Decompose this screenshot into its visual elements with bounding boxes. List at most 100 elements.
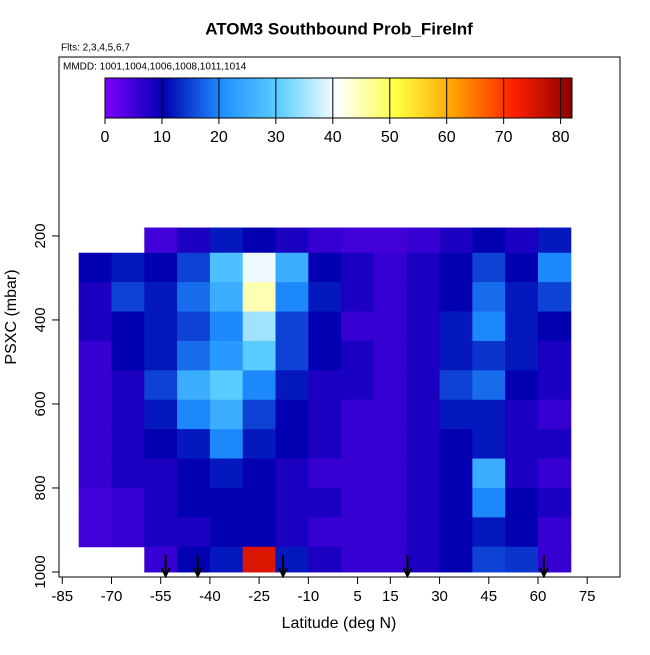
heat-cell: [373, 546, 408, 573]
heat-cell: [505, 227, 539, 254]
heat-cell: [308, 458, 342, 489]
heat-cell: [341, 458, 375, 489]
heat-cell: [341, 282, 375, 313]
annotation: MMDD: 1001,1004,1006,1008,1011,1014: [63, 62, 247, 73]
heat-cell: [177, 252, 211, 283]
heat-cell: [439, 517, 473, 548]
x-tick-label: 15: [382, 588, 399, 605]
heat-cell: [373, 340, 408, 371]
x-tick-label: -85: [51, 588, 73, 605]
heat-cell: [177, 227, 211, 254]
heat-cell: [439, 370, 473, 401]
marker-arrowhead: [538, 567, 549, 579]
heat-cell: [242, 517, 277, 548]
heat-cell: [472, 458, 506, 489]
heat-cell: [373, 487, 408, 518]
heat-cell: [308, 282, 342, 313]
heat-cell: [341, 311, 375, 342]
heat-cell: [177, 340, 211, 371]
heat-cell: [111, 458, 145, 489]
heat-cell: [78, 282, 112, 313]
heat-cell: [242, 311, 277, 342]
heat-cell: [505, 517, 539, 548]
heat-cell: [308, 370, 342, 401]
heat-cell: [373, 399, 408, 430]
heat-cell: [275, 429, 309, 460]
heat-cell: [537, 458, 572, 489]
heat-cell: [242, 370, 277, 401]
colorbar-tick-label: 20: [210, 129, 228, 146]
heat-cell: [242, 252, 277, 283]
colorbar-tick-label: 60: [438, 129, 456, 146]
heat-cell: [177, 399, 211, 430]
colorbar-tick-label: 10: [153, 129, 171, 146]
heat-cell: [373, 252, 408, 283]
x-tick-label: 60: [530, 588, 547, 605]
heat-cell: [373, 370, 408, 401]
heat-cell: [537, 517, 572, 548]
heat-cell: [406, 311, 441, 342]
heat-cell: [111, 370, 145, 401]
heat-cell: [275, 517, 309, 548]
heat-cell: [78, 252, 112, 283]
heat-cell: [308, 252, 342, 283]
heat-cell: [406, 399, 441, 430]
heat-cell: [275, 458, 309, 489]
heat-cell: [472, 399, 506, 430]
heat-cell: [144, 399, 178, 430]
marker-arrowhead: [160, 567, 171, 579]
heat-cell: [209, 458, 244, 489]
heat-cell: [537, 311, 572, 342]
heat-cell: [537, 252, 572, 283]
heat-cell: [537, 227, 572, 254]
heat-cell: [78, 429, 112, 460]
heat-cell: [373, 282, 408, 313]
heat-cell: [406, 546, 441, 573]
heat-cell: [373, 227, 408, 254]
subtitle: Flts: 2,3,4,5,6,7: [61, 43, 130, 54]
heat-cell: [439, 311, 473, 342]
heat-cell: [406, 252, 441, 283]
heat-cell: [308, 227, 342, 254]
heat-cell: [275, 252, 309, 283]
x-tick-label: 75: [579, 588, 596, 605]
heat-cell: [144, 458, 178, 489]
heat-cell: [78, 458, 112, 489]
x-tick-label: 5: [353, 588, 361, 605]
heat-cell: [177, 487, 211, 518]
heat-cell: [242, 487, 277, 518]
heat-cell: [341, 227, 375, 254]
heat-cell: [472, 370, 506, 401]
heat-cell: [177, 311, 211, 342]
heat-cell: [275, 311, 309, 342]
heat-cell: [209, 546, 244, 573]
heat-cell: [439, 546, 473, 573]
heat-cell: [209, 252, 244, 283]
heat-cell: [242, 429, 277, 460]
heat-cell: [472, 252, 506, 283]
heat-cell: [111, 429, 145, 460]
heat-cell: [78, 487, 112, 518]
heat-cell: [472, 282, 506, 313]
heat-cell: [341, 517, 375, 548]
heat-cell: [177, 517, 211, 548]
y-tick-label: 200: [32, 223, 49, 248]
heat-cell: [505, 252, 539, 283]
heat-cell: [242, 546, 277, 573]
heat-cell: [472, 340, 506, 371]
heat-cell: [242, 458, 277, 489]
heat-cell: [406, 370, 441, 401]
heat-cell: [439, 282, 473, 313]
heat-cell: [406, 429, 441, 460]
heat-cell: [275, 546, 309, 573]
heat-cell: [111, 311, 145, 342]
heat-cell: [308, 429, 342, 460]
heat-cell: [373, 311, 408, 342]
y-axis-label: PSXC (mbar): [3, 269, 20, 364]
heat-cell: [537, 340, 572, 371]
y-tick-label: 400: [32, 307, 49, 332]
heat-cell: [439, 340, 473, 371]
heat-cell: [144, 252, 178, 283]
heat-cell: [505, 458, 539, 489]
heat-cell: [472, 311, 506, 342]
